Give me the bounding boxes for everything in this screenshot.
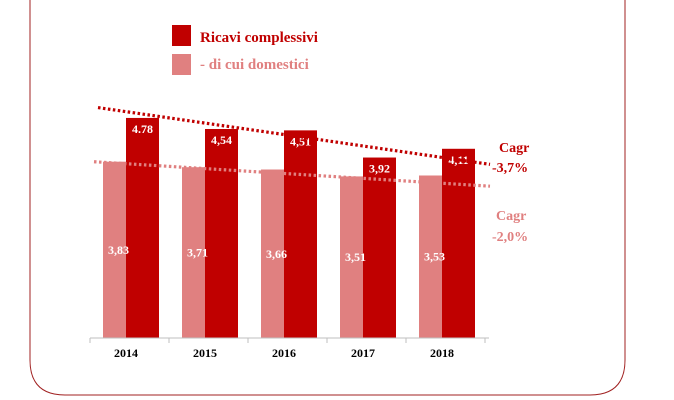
bar-primary-2015 — [205, 128, 238, 338]
plot-area: 4.78 3,83 2014 4,54 3,71 2015 4,51 3,66 2016 3,92… — [89, 106, 491, 360]
data-label-secondary-2015: 3,71 — [187, 246, 208, 260]
x-tick-label-2015: 2015 — [193, 346, 217, 360]
bar-primary-2017 — [363, 157, 396, 338]
x-tick-label-2018: 2018 — [430, 346, 454, 360]
x-tick-label-2016: 2016 — [272, 346, 296, 360]
data-label-secondary-2016: 3,66 — [266, 247, 287, 261]
data-label-primary-2018: 4,11 — [448, 153, 468, 167]
data-label-primary-2017: 3,92 — [369, 162, 390, 176]
bar-secondary-2017 — [340, 176, 363, 338]
data-label-secondary-2017: 3,51 — [345, 250, 366, 264]
cagr-secondary-value: -2,0% — [492, 230, 528, 245]
data-label-secondary-2014: 3,83 — [108, 243, 129, 257]
trendline-secondary — [93, 160, 491, 188]
legend-swatch-secondary — [172, 54, 191, 75]
bar-secondary-2014 — [103, 161, 126, 338]
data-label-primary-2014: 4.78 — [132, 122, 153, 136]
legend: Ricavi complessivi - di cui domestici — [172, 25, 318, 75]
bar-primary-2014 — [126, 117, 159, 338]
bar-secondary-2018 — [419, 175, 442, 338]
legend-label-primary: Ricavi complessivi — [200, 30, 318, 46]
cagr-primary-title: Cagr — [499, 141, 529, 156]
chart-frame — [29, 0, 626, 396]
legend-label-secondary: - di cui domestici — [200, 57, 309, 73]
x-tick-label-2017: 2017 — [351, 346, 375, 360]
cagr-secondary-title: Cagr — [496, 209, 526, 224]
data-label-primary-2016: 4,51 — [290, 134, 311, 148]
bar-secondary-2015 — [182, 167, 205, 338]
bar-primary-2018 — [442, 148, 475, 338]
data-label-primary-2015: 4,54 — [211, 133, 232, 147]
cagr-primary-value: -3,7% — [492, 161, 528, 176]
data-label-secondary-2018: 3,53 — [424, 250, 445, 264]
bar-secondary-2016 — [261, 169, 284, 338]
trendline-primary — [97, 106, 491, 166]
legend-swatch-primary — [172, 25, 191, 46]
x-tick-label-2014: 2014 — [114, 346, 138, 360]
bar-primary-2016 — [284, 130, 317, 338]
